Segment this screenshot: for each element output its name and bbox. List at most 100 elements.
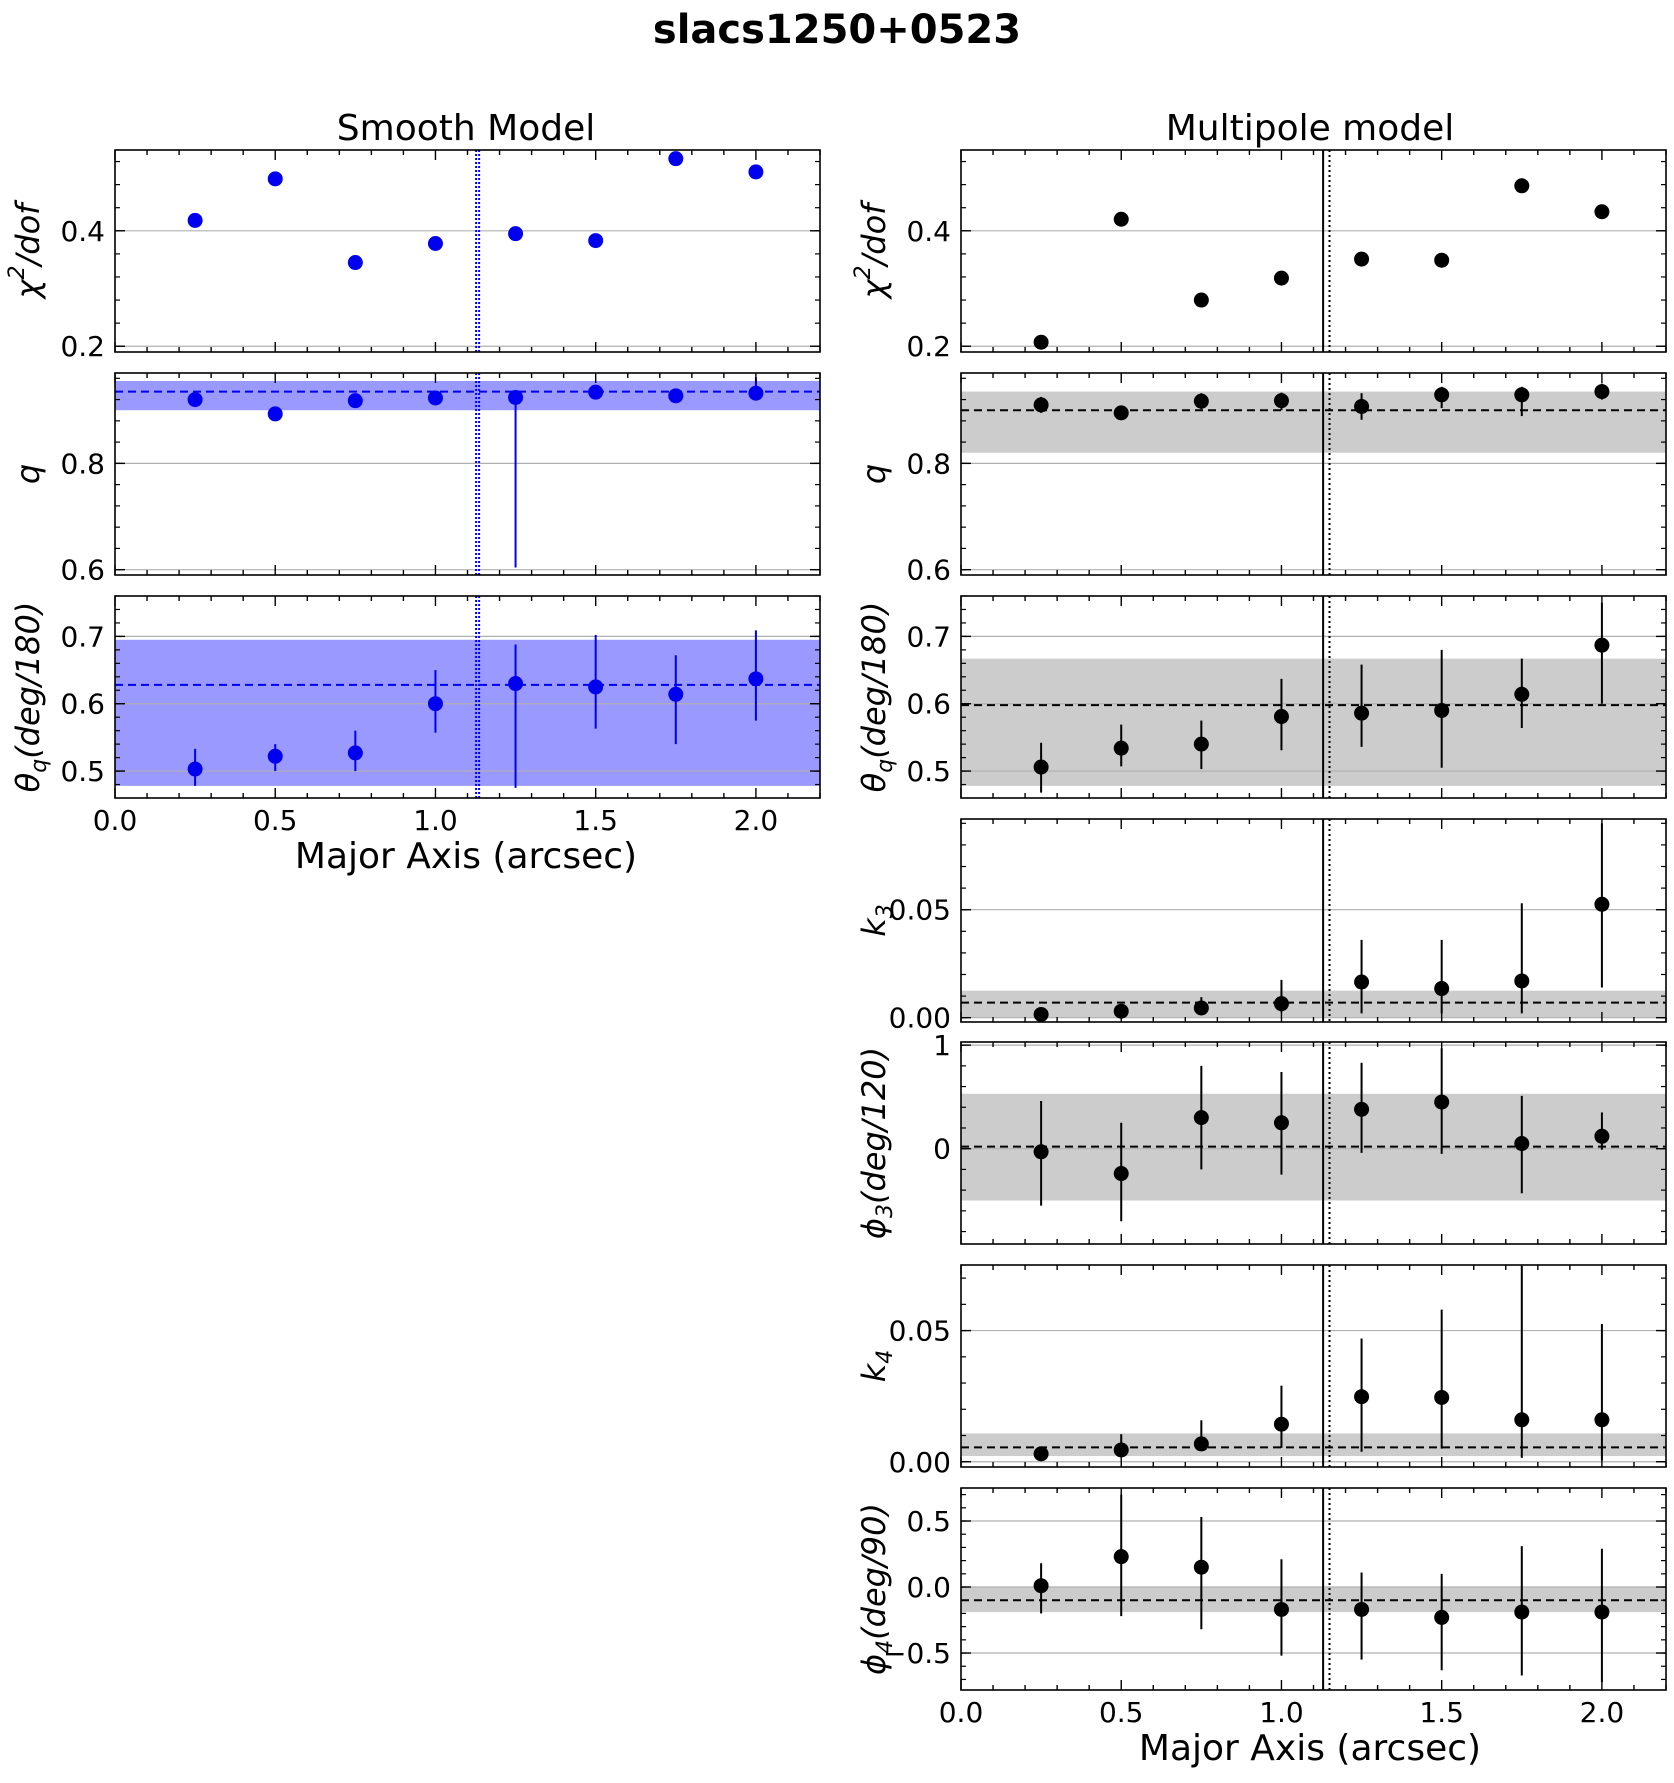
data-point	[1273, 1115, 1289, 1131]
data-point	[1033, 1578, 1049, 1594]
y-axis-label: θq(deg/180)	[855, 602, 898, 793]
data-point	[1273, 1601, 1289, 1617]
data-point	[1434, 387, 1450, 403]
data-point	[1594, 1604, 1610, 1620]
data-point	[1113, 211, 1129, 227]
data-point	[748, 385, 764, 401]
y-axis-label: ϕ4(deg/90)	[855, 1503, 898, 1675]
credible-band	[961, 658, 1666, 786]
multipole-panel-6: −0.5 0.0 0.5 0.0 0.5 1.0 1.5 2.0 ϕ4(deg/90)	[855, 1487, 1667, 1729]
data-point	[187, 392, 203, 408]
y-axis-label: q	[9, 464, 47, 484]
figure-title: slacs1250+0523	[653, 7, 1021, 53]
y-axis-label: χ2/dof	[851, 199, 893, 301]
x-tick-label: 1.5	[1419, 1696, 1464, 1729]
y-tick-label: 0.5	[60, 755, 105, 788]
data-point	[1514, 686, 1530, 702]
data-point	[588, 384, 604, 400]
data-point	[1033, 1144, 1049, 1160]
x-tick-label: 1.0	[413, 804, 458, 837]
data-point	[1033, 759, 1049, 775]
data-point	[1193, 1559, 1209, 1575]
data-point	[1514, 973, 1530, 989]
data-point	[1594, 896, 1610, 912]
data-point	[1594, 637, 1610, 653]
data-point	[427, 235, 443, 251]
y-tick-label: 0.5	[906, 755, 951, 788]
y-tick-label: 0.00	[889, 1446, 951, 1479]
smooth-panel-2: 0.5 0.6 0.7 0.0 0.5 1.0 1.5 2.0 θq(deg/180)	[9, 595, 821, 837]
data-point	[1113, 1003, 1129, 1019]
multipole-panel-1-plot-area	[961, 373, 1666, 575]
data-point	[1354, 251, 1370, 267]
multipole-panel-4-plot-area	[961, 1042, 1666, 1244]
smooth-panel-1: 0.6 0.8 q	[9, 372, 821, 587]
credible-band	[961, 990, 1666, 1018]
y-tick-label: 0.6	[906, 688, 951, 721]
data-point	[1033, 1006, 1049, 1022]
data-point	[1434, 1389, 1450, 1405]
axes-frame	[114, 149, 821, 353]
data-point	[1193, 393, 1209, 409]
data-point	[1113, 1442, 1129, 1458]
data-point	[668, 151, 684, 167]
data-point	[1514, 1604, 1530, 1620]
data-point	[1113, 740, 1129, 756]
data-point	[187, 212, 203, 228]
data-point	[748, 164, 764, 180]
y-tick-label: 0.05	[889, 894, 951, 927]
y-axis-label: ϕ3(deg/120)	[855, 1047, 898, 1239]
multipole-panel-0-plot-area	[961, 150, 1666, 352]
multipole-column-title: Multipole model	[1166, 108, 1455, 149]
data-point	[1113, 1549, 1129, 1565]
data-point	[1514, 1136, 1530, 1152]
y-tick-label: 0.7	[60, 620, 105, 653]
data-point	[668, 388, 684, 404]
credible-band	[115, 380, 820, 411]
y-tick-label: 0.4	[60, 215, 105, 248]
data-point	[1594, 384, 1610, 400]
data-point	[1434, 981, 1450, 997]
x-tick-label: 0.5	[1099, 1696, 1144, 1729]
data-point	[427, 696, 443, 712]
multipole-panel-0: 0.2 0.4 χ2/dof	[851, 149, 1667, 363]
y-tick-label: 0.4	[906, 215, 951, 248]
smooth-panel-0: 0.2 0.4 χ2/dof	[5, 149, 821, 363]
data-point	[1514, 178, 1530, 194]
data-point	[347, 745, 363, 761]
credible-band	[961, 1433, 1666, 1456]
data-point	[1033, 334, 1049, 350]
y-tick-label: 0.2	[60, 330, 105, 363]
multipole-panel-6-plot-area	[961, 1488, 1666, 1690]
x-tick-label: 2.0	[734, 804, 779, 837]
data-point	[1594, 1412, 1610, 1428]
data-point	[1354, 1601, 1370, 1617]
data-point	[1514, 387, 1530, 403]
y-tick-label: 0.5	[906, 1505, 951, 1538]
data-point	[1273, 709, 1289, 725]
y-axis-label: k3	[855, 904, 898, 937]
data-point	[1273, 996, 1289, 1012]
y-tick-label: 1	[933, 1029, 951, 1062]
axes-frame	[960, 149, 1667, 353]
y-tick-label: −0.5	[883, 1637, 951, 1670]
y-tick-label: 0.6	[60, 688, 105, 721]
y-tick-label: 0.8	[60, 447, 105, 480]
x-tick-label: 1.0	[1259, 1696, 1304, 1729]
smooth-panel-1-plot-area	[115, 373, 820, 575]
multipole-panel-4: 0 1 ϕ3(deg/120)	[855, 1029, 1667, 1245]
smooth-column-title: Smooth Model	[337, 108, 595, 149]
y-axis-label: k4	[855, 1350, 898, 1383]
y-tick-label: 0	[933, 1133, 951, 1166]
data-point	[1193, 1436, 1209, 1452]
data-point	[347, 255, 363, 271]
multipole-panel-5-plot-area	[961, 1265, 1666, 1467]
data-point	[1354, 1389, 1370, 1405]
x-tick-label: 0.5	[253, 804, 298, 837]
data-point	[1273, 270, 1289, 286]
multipole-panel-2: 0.5 0.6 0.7θq(deg/180)	[855, 595, 1667, 799]
